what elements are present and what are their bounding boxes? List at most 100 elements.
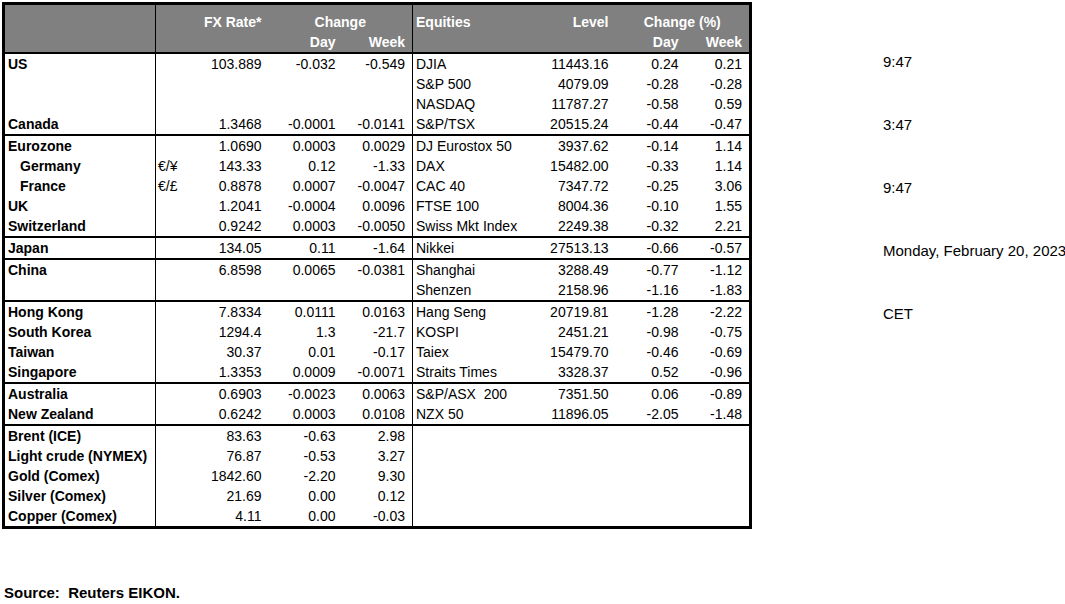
country-column-header	[4, 4, 156, 33]
level-subheader	[549, 32, 616, 53]
fx-day-cell: 0.01	[269, 342, 343, 362]
table-row: China6.85980.0065-0.0381Shanghai3288.49-…	[4, 259, 751, 280]
country-cell: Copper (Comex)	[4, 506, 156, 528]
equity-name-cell: DJIA	[413, 53, 549, 74]
equity-level-cell: 27513.13	[549, 237, 616, 259]
fx-rate-cell: 7.8334	[156, 301, 269, 322]
equity-day-cell	[616, 506, 686, 528]
fx-day-cell: 1.3	[269, 322, 343, 342]
fx-day-cell: 0.00	[269, 506, 343, 528]
fx-week-cell: 2.98	[343, 425, 413, 446]
equity-name-cell: Swiss Mkt Index	[413, 216, 549, 237]
country-cell: Taiwan	[4, 342, 156, 362]
equity-day-cell: -0.58	[616, 94, 686, 114]
equity-level-cell: 20719.81	[549, 301, 616, 322]
fx-day-cell: -0.032	[269, 53, 343, 74]
fx-day-cell: 0.0003	[269, 216, 343, 237]
equity-level-cell: 2249.38	[549, 216, 616, 237]
equity-week-cell	[686, 486, 751, 506]
fx-rate-cell: 1842.60	[156, 466, 269, 486]
fx-day-cell	[269, 280, 343, 301]
fx-day-cell: -0.53	[269, 446, 343, 466]
country-column-subheader	[4, 32, 156, 53]
fx-day-cell	[269, 94, 343, 114]
equity-name-cell	[413, 506, 549, 528]
fx-rate-cell: 1294.4	[156, 322, 269, 342]
fx-week-cell: -0.0050	[343, 216, 413, 237]
fx-week-cell: -21.7	[343, 322, 413, 342]
fx-day-cell: 0.00	[269, 486, 343, 506]
fx-week-cell	[343, 280, 413, 301]
timestamp-line-1: 9:47	[883, 51, 1065, 72]
fx-day-cell: 0.12	[269, 156, 343, 176]
equity-level-cell: 7351.50	[549, 383, 616, 404]
country-cell: France	[4, 176, 156, 196]
fx-day-cell: 0.0009	[269, 362, 343, 383]
equity-week-cell: -0.96	[686, 362, 751, 383]
equity-level-cell: 3288.49	[549, 259, 616, 280]
equity-week-cell: -1.48	[686, 404, 751, 425]
fx-rate-cell	[156, 280, 269, 301]
fx-rate-cell	[156, 94, 269, 114]
fx-rate-cell: 0.6242	[156, 404, 269, 425]
fx-rate-cell: 1.3353	[156, 362, 269, 383]
table-row: Japan134.050.11-1.64Nikkei27513.13-0.66-…	[4, 237, 751, 259]
table-row: Germany€/¥143.330.12-1.33DAX15482.00-0.3…	[4, 156, 751, 176]
equity-day-cell: -0.46	[616, 342, 686, 362]
fx-day-cell: 0.0003	[269, 404, 343, 425]
fx-rate-cell	[156, 74, 269, 94]
equity-week-cell: -1.12	[686, 259, 751, 280]
fx-rate-cell: €/¥143.33	[156, 156, 269, 176]
fx-rate-cell: 1.0690	[156, 135, 269, 156]
fx-day-cell: 0.0111	[269, 301, 343, 322]
fx-week-cell	[343, 74, 413, 94]
market-table: FX Rate* Change Equities Level Change (%…	[2, 2, 752, 529]
equity-day-cell: -0.98	[616, 322, 686, 342]
equity-name-cell: NASDAQ	[413, 94, 549, 114]
table-row: Singapore1.33530.0009-0.0071Straits Time…	[4, 362, 751, 383]
country-cell	[4, 94, 156, 114]
equity-level-cell	[549, 425, 616, 446]
table-row: Eurozone1.06900.00030.0029DJ Eurostox 50…	[4, 135, 751, 156]
equity-week-cell	[686, 446, 751, 466]
fx-week-header: Week	[343, 32, 413, 53]
equity-level-cell: 4079.09	[549, 74, 616, 94]
fx-day-cell: 0.0007	[269, 176, 343, 196]
timestamp-line-2: 3:47	[883, 114, 1065, 135]
fx-day-cell: 0.11	[269, 237, 343, 259]
equities-header: Equities	[413, 4, 549, 33]
equity-day-cell: -0.33	[616, 156, 686, 176]
table-row: South Korea1294.41.3-21.7KOSPI2451.21-0.…	[4, 322, 751, 342]
table-header: FX Rate* Change Equities Level Change (%…	[4, 4, 751, 54]
fx-week-cell: -0.0047	[343, 176, 413, 196]
equity-day-cell: -0.66	[616, 237, 686, 259]
fx-day-cell: -0.0001	[269, 114, 343, 135]
fx-day-cell: -2.20	[269, 466, 343, 486]
equity-level-cell: 3937.62	[549, 135, 616, 156]
equity-week-cell: 3.06	[686, 176, 751, 196]
country-cell: Eurozone	[4, 135, 156, 156]
country-cell: Gold (Comex)	[4, 466, 156, 486]
equity-level-cell	[549, 506, 616, 528]
market-table-body: US103.889-0.032-0.549DJIA11443.160.240.2…	[4, 53, 751, 528]
equity-day-cell: -0.44	[616, 114, 686, 135]
country-cell: South Korea	[4, 322, 156, 342]
footnotes: Source: Reuters EIKON. * FX Rate for USD…	[4, 540, 771, 604]
equity-name-cell: Taiex	[413, 342, 549, 362]
fx-week-cell: -0.0071	[343, 362, 413, 383]
table-row: Silver (Comex)21.690.000.12	[4, 486, 751, 506]
equities-subheader	[413, 32, 549, 53]
country-cell: Germany	[4, 156, 156, 176]
equity-day-cell	[616, 466, 686, 486]
equity-level-cell: 11896.05	[549, 404, 616, 425]
equity-day-cell: -0.25	[616, 176, 686, 196]
equity-name-cell	[413, 446, 549, 466]
currency-pair-label: €/¥	[158, 157, 177, 175]
equity-day-cell: -1.16	[616, 280, 686, 301]
equity-level-cell: 20515.24	[549, 114, 616, 135]
equity-week-cell: -0.57	[686, 237, 751, 259]
timestamp-block: 9:47 3:47 9:47 Monday, February 20, 2023…	[883, 9, 1065, 366]
equity-level-cell: 11787.27	[549, 94, 616, 114]
equity-week-cell: 1.14	[686, 135, 751, 156]
table-row: Brent (ICE)83.63-0.632.98	[4, 425, 751, 446]
